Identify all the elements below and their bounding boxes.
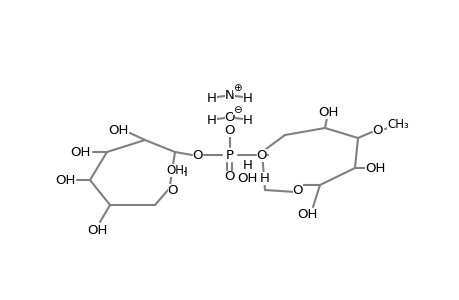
Text: P: P: [225, 148, 234, 161]
Text: H: H: [207, 92, 217, 104]
Text: OH: OH: [317, 106, 337, 118]
Text: H: H: [242, 113, 252, 127]
Text: OH: OH: [107, 124, 128, 136]
Text: H: H: [178, 166, 188, 178]
Text: OH: OH: [87, 224, 107, 236]
Text: OH: OH: [166, 164, 184, 176]
Text: H: H: [207, 113, 217, 127]
Text: OH: OH: [55, 173, 75, 187]
Text: H: H: [242, 158, 252, 172]
Text: OH: OH: [70, 146, 90, 158]
Text: CH₃: CH₃: [386, 118, 408, 130]
Text: N: N: [224, 88, 235, 101]
Text: OH: OH: [364, 161, 384, 175]
Text: ⊕: ⊕: [232, 83, 241, 93]
Text: O: O: [224, 110, 235, 124]
Text: O: O: [372, 124, 382, 136]
Text: O: O: [168, 184, 178, 196]
Text: ⊖: ⊖: [232, 105, 241, 115]
Text: OH: OH: [296, 208, 317, 221]
Text: O: O: [256, 148, 267, 161]
Text: H: H: [242, 92, 252, 104]
Text: O: O: [224, 170, 235, 184]
Text: H: H: [259, 172, 269, 184]
Text: OH: OH: [236, 172, 257, 184]
Text: O: O: [292, 184, 302, 196]
Text: O: O: [224, 124, 235, 136]
Text: O: O: [192, 148, 203, 161]
